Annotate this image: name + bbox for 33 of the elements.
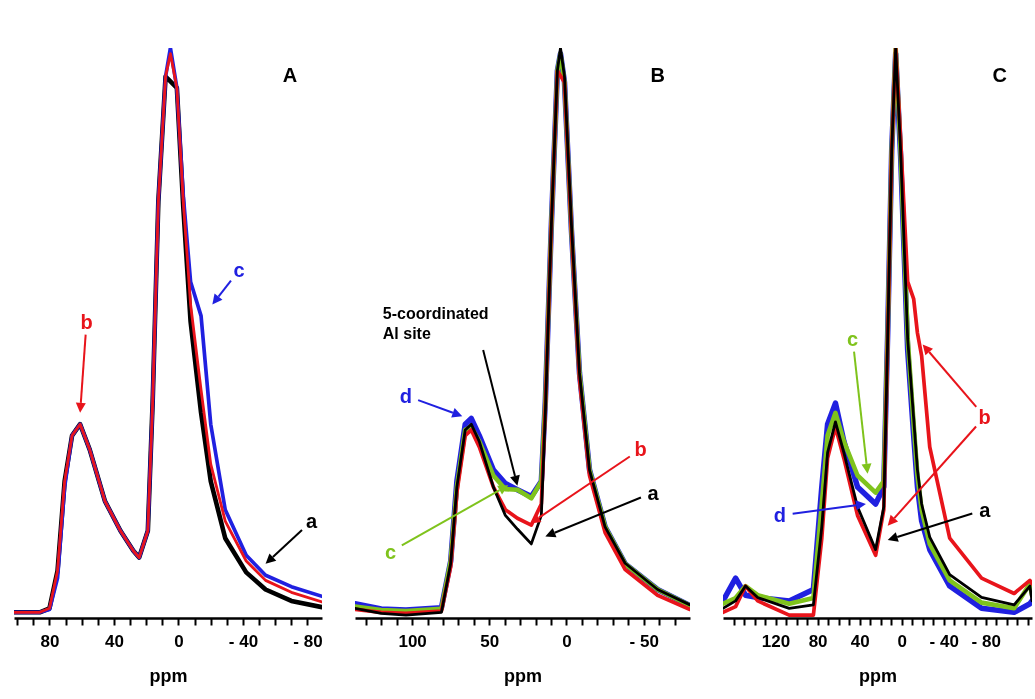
annotation: 5-coordinated Al site	[382, 304, 489, 342]
x-tick-label: - 50	[629, 631, 659, 651]
text: a	[979, 498, 992, 521]
text: A	[282, 64, 298, 86]
x-tick-label: - 80	[293, 631, 323, 651]
x-tick-label: - 80	[971, 631, 1001, 651]
text: b	[80, 310, 93, 333]
text: b	[978, 405, 991, 428]
text: a	[305, 510, 318, 533]
x-tick-label: 80	[40, 631, 60, 651]
x-axis-title: ppm	[149, 665, 188, 686]
x-tick-label: 120	[761, 631, 791, 651]
text: a	[647, 481, 660, 504]
x-tick-label: 40	[850, 631, 870, 651]
x-tick-label: 0	[174, 631, 184, 651]
text: C	[992, 64, 1007, 86]
legend-label: d	[399, 384, 413, 407]
text: c	[233, 259, 245, 282]
x-axis-title: ppm	[859, 665, 897, 686]
text: b	[634, 438, 647, 461]
x-tick-label: 40	[105, 631, 124, 651]
x-tick-label: - 40	[929, 631, 959, 651]
x-tick-label: 50	[480, 631, 500, 651]
legend-label: d	[773, 504, 786, 527]
x-tick-label: - 40	[228, 631, 259, 651]
x-tick-label: 0	[897, 631, 907, 651]
x-axis-title: ppm	[504, 665, 542, 686]
x-tick-label: 80	[808, 631, 828, 651]
x-tick-label: 100	[398, 631, 427, 651]
series-label: c	[847, 327, 859, 350]
text: c	[384, 540, 397, 563]
x-tick-label: 0	[562, 631, 572, 651]
text: B	[650, 64, 665, 86]
